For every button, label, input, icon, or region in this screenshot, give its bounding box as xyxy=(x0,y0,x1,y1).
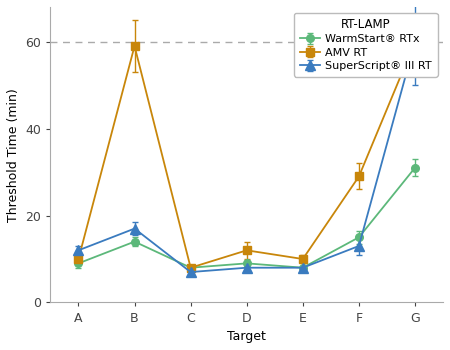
Text: No signal: No signal xyxy=(354,20,409,33)
X-axis label: Target: Target xyxy=(227,330,266,343)
Y-axis label: Threshold Time (min): Threshold Time (min) xyxy=(7,88,20,222)
Legend: WarmStart® RTx, AMV RT, SuperScript® III RT: WarmStart® RTx, AMV RT, SuperScript® III… xyxy=(294,13,437,77)
